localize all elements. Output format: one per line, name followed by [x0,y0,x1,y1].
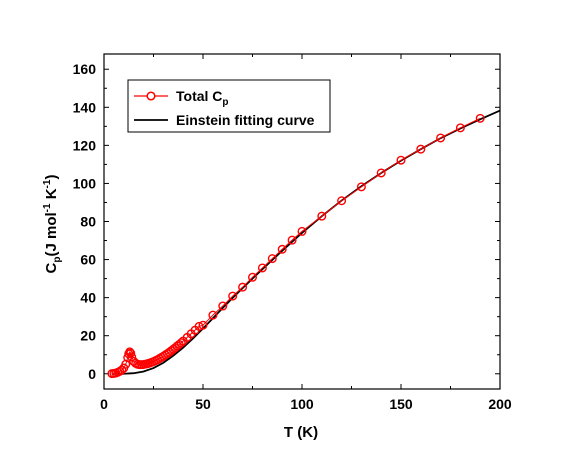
total-cp-point [416,144,426,154]
total-cp-point [396,155,406,165]
y-axis-title-exp1: -1 [42,203,53,212]
total-cp-point [194,321,204,331]
y-axis-title-sub: p [52,257,63,263]
total-cp-point [455,123,465,133]
total-cp-point [297,226,307,236]
total-cp-point [267,254,277,264]
y-axis-title-main: C [43,262,60,273]
total-cp-point [247,272,257,282]
y-axis-title-unit: (J mol [43,212,60,256]
axis-ticks: 0 50 100 150 200 0 20 40 60 80 100 120 140 160 [73,54,512,412]
x-tick-label: 100 [290,396,314,412]
y-tick-label: 40 [80,290,96,306]
y-tick-label: 0 [88,366,96,382]
total-cp-point [125,347,135,357]
einstein-fitting-curve [111,109,501,375]
y-tick-label: 80 [80,214,96,230]
total-cp-line [111,117,481,375]
y-tick-label: 120 [73,137,97,153]
y-tick-label: 100 [73,175,97,191]
x-tick-label: 50 [195,396,211,412]
x-tick-label: 200 [488,396,512,412]
total-cp-point [208,310,218,320]
y-axis-title-mid: K [43,188,60,203]
total-cp-point [337,196,347,206]
y-tick-label: 60 [80,252,96,268]
legend-total-cp-main: Total C [176,88,222,104]
total-cp-point [126,348,136,358]
total-cp-point [176,338,186,348]
legend-einstein-label: Einstein fitting curve [176,112,315,128]
total-cp-point [356,182,366,192]
y-axis-title-close: ) [43,175,60,180]
legend: Total Cp Einstein fitting curve [127,79,331,133]
legend-box [127,79,331,133]
y-tick-label: 140 [73,99,97,115]
total-cp-point [228,291,238,301]
series-layer [107,109,501,379]
y-tick-label: 20 [80,328,96,344]
total-cp-point [218,301,228,311]
legend-total-cp-marker [146,91,156,101]
x-tick-label: 0 [100,396,108,412]
x-tick-label: 150 [389,396,413,412]
total-cp-point [475,113,485,123]
y-axis-title-exp2: -1 [42,179,53,188]
total-cp-point [317,211,327,221]
total-cp-point [277,244,287,254]
total-cp-point [436,133,446,143]
x-axis-title: T (K) [284,424,318,441]
total-cp-point [238,282,248,292]
y-axis-title: Cp(J mol-1 K-1) [42,175,63,274]
total-cp-point [287,235,297,245]
legend-total-cp-sub: p [222,97,228,108]
y-tick-label: 160 [73,61,97,77]
total-cp-point [257,263,267,273]
total-cp-point [198,320,208,330]
total-cp-point [127,352,137,362]
total-cp-point [376,168,386,178]
legend-total-cp-label: Total Cp [176,88,229,108]
